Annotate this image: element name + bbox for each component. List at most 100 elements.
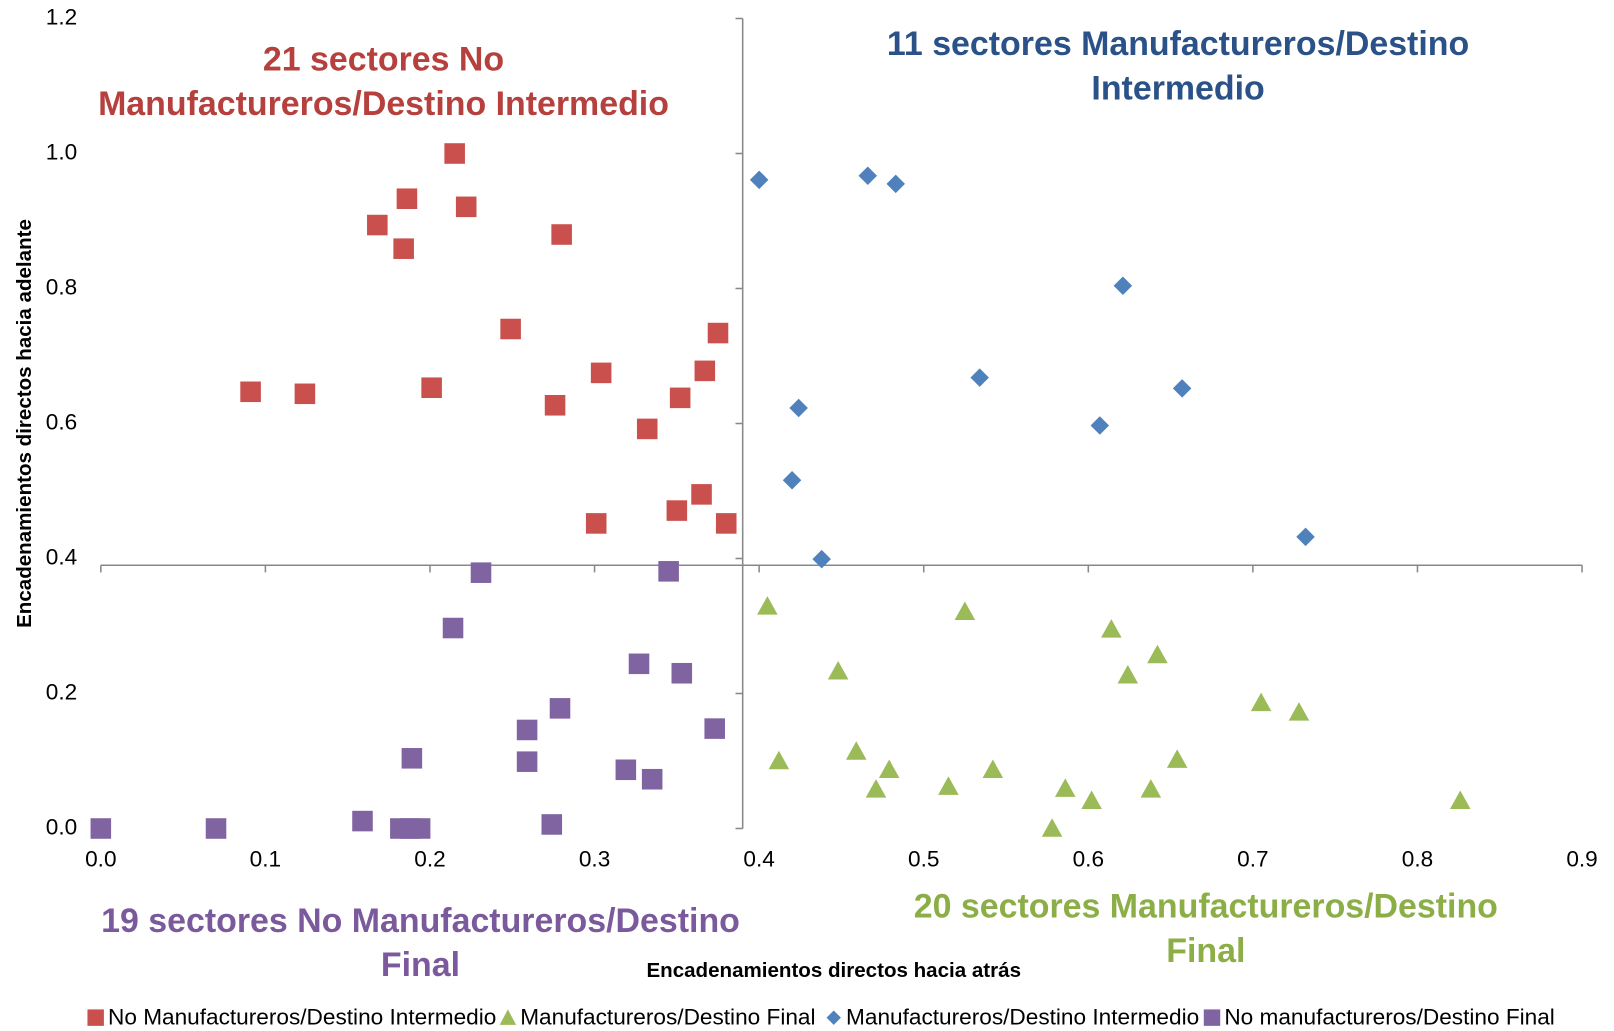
- point: [782, 470, 802, 490]
- point: [442, 617, 464, 639]
- point: [393, 238, 414, 259]
- x-tick-label: 0.6: [1073, 846, 1104, 871]
- point: [401, 748, 423, 769]
- point: [865, 779, 887, 798]
- point: [789, 398, 808, 418]
- point: [455, 196, 477, 218]
- x-tick-label: 0.9: [1566, 846, 1597, 871]
- point: [715, 513, 737, 534]
- point: [585, 513, 607, 534]
- point: [1117, 664, 1139, 684]
- point: [1140, 779, 1162, 798]
- point: [707, 322, 729, 344]
- quadrant-label: Final: [381, 946, 460, 984]
- y-axis-label: Encadenamientos directos hacia adelante: [13, 219, 36, 628]
- point: [669, 387, 691, 409]
- y-tick-label: 0.2: [46, 679, 77, 704]
- x-tick-label: 0.5: [908, 846, 939, 871]
- quadrant-label: 11 sectores Manufactureros/Destino: [887, 25, 1469, 63]
- point: [1250, 692, 1272, 712]
- point: [1166, 749, 1188, 768]
- x-tick-label: 0.0: [85, 846, 116, 871]
- point: [541, 814, 563, 835]
- quadrant-label: 21 sectores No: [263, 41, 504, 79]
- point: [205, 818, 227, 839]
- point: [658, 561, 679, 582]
- point: [671, 662, 693, 684]
- point: [628, 653, 650, 675]
- point: [551, 224, 572, 245]
- quadrant-label: 19 sectores No Manufactureros/Destino: [101, 902, 740, 940]
- point: [845, 741, 867, 760]
- point: [827, 660, 849, 680]
- point: [1041, 818, 1063, 837]
- point: [694, 360, 716, 382]
- point: [444, 143, 465, 164]
- point: [1288, 702, 1310, 721]
- point: [1054, 778, 1076, 797]
- point: [1081, 790, 1102, 810]
- point: [615, 759, 637, 781]
- point: [768, 750, 790, 770]
- legend-label: Manufactureros/Destino Final: [520, 1005, 815, 1030]
- legend-label: No manufactureros/Destino Final: [1224, 1005, 1555, 1030]
- point: [1172, 379, 1192, 398]
- y-tick-label: 1.2: [46, 4, 77, 29]
- point: [549, 698, 571, 719]
- x-tick-label: 0.3: [579, 846, 610, 871]
- point: [636, 418, 658, 440]
- point: [409, 818, 431, 839]
- point: [749, 170, 769, 190]
- y-tick-label: 0.8: [46, 274, 77, 299]
- x-tick-label: 0.8: [1402, 846, 1433, 871]
- x-tick-label: 0.1: [250, 846, 281, 871]
- quadrant-label: Intermedio: [1091, 69, 1264, 107]
- y-tick-label: 0.4: [46, 544, 77, 569]
- quadrant-label: Manufactureros/Destino Intermedio: [98, 85, 669, 123]
- point: [757, 596, 778, 615]
- point: [90, 818, 112, 839]
- point: [1147, 644, 1168, 664]
- point: [1101, 619, 1122, 638]
- point: [812, 549, 831, 569]
- point: [970, 368, 989, 387]
- x-tick-label: 0.4: [743, 846, 774, 871]
- point: [352, 810, 373, 832]
- point: [590, 362, 612, 384]
- legend-label: Manufactureros/Destino Intermedio: [846, 1005, 1199, 1030]
- point: [954, 601, 976, 621]
- point: [641, 768, 663, 790]
- legend-marker: [1203, 1009, 1221, 1026]
- point: [516, 751, 538, 772]
- legend-label: No Manufactureros/Destino Intermedio: [108, 1005, 496, 1030]
- legend-marker: [499, 1009, 517, 1025]
- point: [470, 562, 492, 583]
- point: [886, 174, 905, 194]
- point: [666, 500, 688, 521]
- y-tick-label: 0.6: [46, 409, 77, 434]
- point: [1296, 527, 1315, 547]
- quadrant-label: Final: [1166, 932, 1245, 970]
- point: [516, 719, 538, 741]
- point: [421, 377, 442, 399]
- x-axis-label: Encadenamientos directos hacia atrás: [646, 959, 1021, 982]
- x-tick-label: 0.2: [414, 846, 445, 871]
- y-tick-label: 1.0: [46, 139, 77, 164]
- legend-marker: [826, 1010, 841, 1025]
- point: [367, 214, 388, 236]
- point: [544, 394, 566, 416]
- point: [1090, 416, 1110, 435]
- point: [858, 166, 878, 186]
- x-tick-label: 0.7: [1237, 846, 1268, 871]
- point: [982, 759, 1004, 778]
- y-tick-label: 0.0: [46, 814, 77, 839]
- point: [396, 188, 418, 210]
- point: [1449, 790, 1471, 810]
- point: [691, 484, 712, 505]
- point: [500, 318, 521, 340]
- point: [294, 383, 316, 405]
- legend-marker: [87, 1009, 104, 1026]
- point: [704, 718, 725, 739]
